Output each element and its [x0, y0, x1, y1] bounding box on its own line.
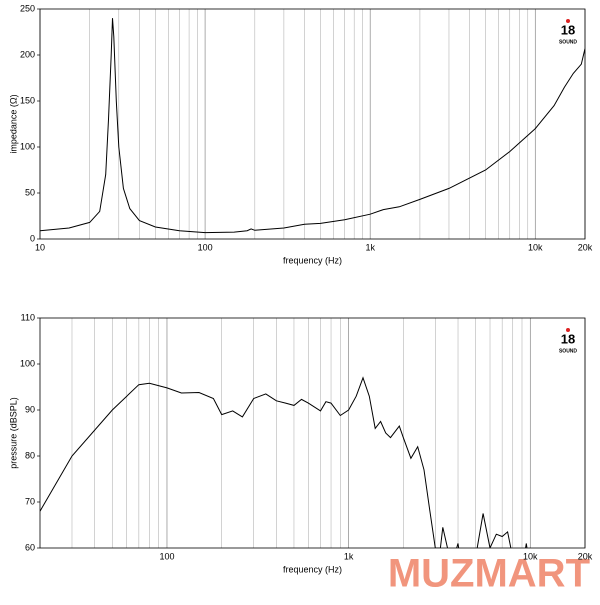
logo-word: SOUND — [559, 39, 577, 45]
plot-frame — [39, 317, 586, 549]
y-tick-label: 100 — [20, 141, 35, 151]
y-tick-label: 0 — [30, 233, 35, 243]
watermark: MUZMART — [388, 552, 590, 596]
x-tick-label: 20k — [578, 242, 593, 252]
logo-number: 18 — [561, 331, 575, 346]
x-tick-label: 100 — [159, 551, 174, 561]
data-line — [40, 376, 528, 548]
logo-word: SOUND — [559, 348, 577, 354]
x-tick-label: 20k — [578, 551, 593, 561]
y-tick-label: 100 — [20, 358, 35, 368]
x-axis-label: frequency (Hz) — [283, 564, 342, 574]
logo-number: 18 — [561, 22, 575, 37]
x-tick-label: 10k — [523, 551, 538, 561]
y-tick-label: 200 — [20, 49, 35, 59]
x-tick-label: 100 — [198, 242, 213, 252]
x-axis-label: frequency (Hz) — [283, 255, 342, 265]
x-tick-label: 10k — [528, 242, 543, 252]
y-tick-label: 110 — [21, 312, 35, 322]
y-tick-label: 80 — [25, 450, 35, 460]
y-tick-label: 90 — [25, 404, 35, 414]
y-tick-label: 50 — [25, 187, 35, 197]
y-tick-label: 70 — [25, 496, 35, 506]
logo-dot — [566, 328, 570, 332]
y-axis-label: pressure (dBSPL) — [8, 397, 18, 469]
y-axis-label: impedance (Ω) — [8, 94, 18, 153]
logo-dot — [566, 19, 570, 23]
x-tick-label: 10 — [35, 242, 45, 252]
y-tick-label: 150 — [20, 95, 35, 105]
plot-frame — [39, 8, 586, 240]
y-tick-label: 250 — [20, 3, 35, 13]
data-line — [40, 18, 585, 234]
x-tick-label: 1k — [344, 551, 354, 561]
x-tick-label: 1k — [365, 242, 375, 252]
y-tick-label: 60 — [25, 542, 35, 552]
